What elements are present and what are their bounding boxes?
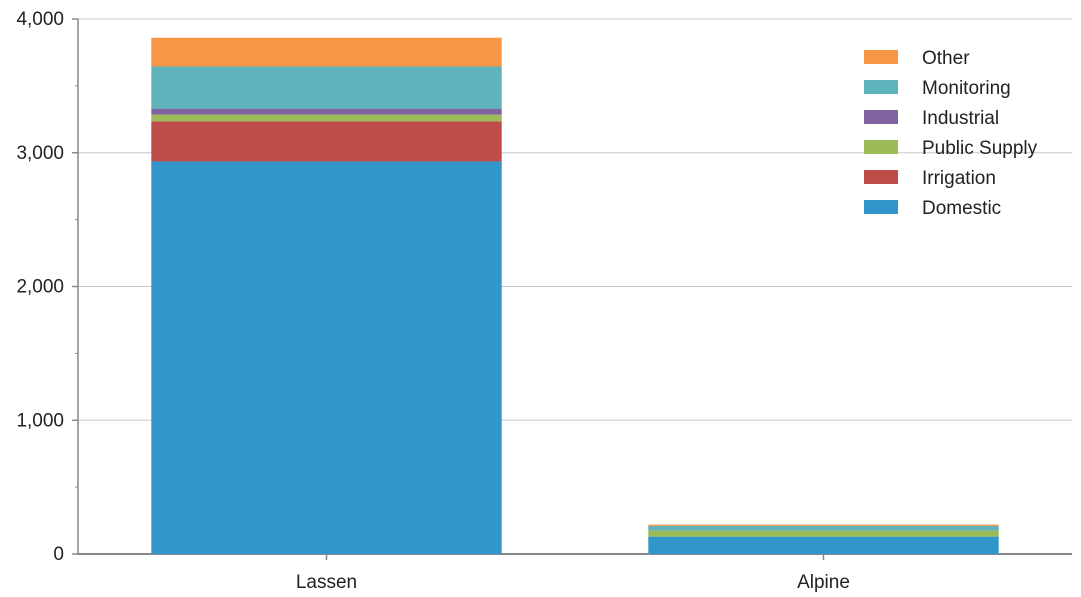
- y-tick-label: 1,000: [16, 410, 64, 431]
- bar-segment-irrigation: [151, 121, 502, 162]
- bar-segment-domestic: [648, 536, 999, 554]
- bar-segment-other: [648, 524, 999, 526]
- legend-swatch: [864, 170, 898, 184]
- legend-label: Other: [922, 48, 970, 69]
- legend-swatch: [864, 110, 898, 124]
- bar-segment-monitoring: [648, 525, 999, 531]
- bars: [151, 37, 999, 554]
- legend-swatch: [864, 80, 898, 94]
- y-tick-label: 3,000: [16, 143, 64, 164]
- bar-segment-monitoring: [151, 66, 502, 109]
- x-category-label: Lassen: [296, 572, 357, 592]
- bar-segment-industrial: [151, 108, 502, 115]
- y-tick-label: 4,000: [16, 9, 64, 30]
- y-tick-label: 0: [53, 544, 64, 565]
- legend-swatch: [864, 200, 898, 214]
- legend-label: Public Supply: [922, 138, 1038, 159]
- legend-swatch: [864, 50, 898, 64]
- legend-label: Industrial: [922, 108, 999, 129]
- axis-labels: 0 1,000 2,000 3,000 4,000 Lassen Alpine: [16, 9, 850, 593]
- y-tick-label: 2,000: [16, 277, 64, 298]
- bar-segment-domestic: [151, 161, 502, 554]
- bar-segment-public-supply: [151, 114, 502, 122]
- legend-swatch: [864, 140, 898, 154]
- legend: Other Monitoring Industrial Public Supply Ir…: [864, 48, 1038, 219]
- legend-label: Irrigation: [922, 168, 996, 189]
- bar-segment-other: [151, 37, 502, 67]
- x-category-label: Alpine: [797, 572, 850, 592]
- legend-label: Monitoring: [922, 78, 1011, 99]
- legend-label: Domestic: [922, 198, 1001, 219]
- bar-segment-public-supply: [648, 530, 999, 537]
